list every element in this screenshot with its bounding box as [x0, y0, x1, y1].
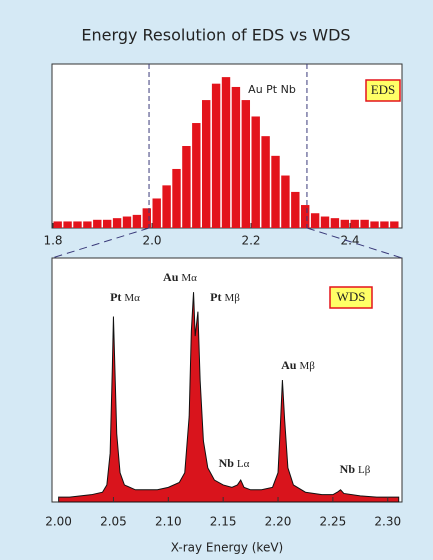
- bar: [73, 221, 82, 228]
- x-tick-label: 2.30: [374, 515, 401, 529]
- element: Au: [163, 270, 179, 284]
- bar: [162, 185, 171, 228]
- element: Pt: [210, 290, 221, 304]
- bar: [281, 175, 290, 228]
- bar: [102, 219, 112, 228]
- bar: [380, 221, 389, 228]
- annotation: Au Pt Nb: [248, 83, 296, 96]
- line: Mα: [124, 292, 140, 304]
- line: Mβ: [299, 360, 315, 372]
- element: Pt: [110, 290, 121, 304]
- peak-label: Au Mα: [163, 270, 197, 284]
- box-label-bg: [365, 79, 401, 102]
- bar: [211, 83, 221, 229]
- chart-title: Energy Resolution of EDS vs WDS: [81, 26, 350, 45]
- peak-label: Au Mβ: [281, 358, 315, 372]
- bar: [112, 218, 122, 228]
- line: Mα: [181, 272, 197, 284]
- element: Au: [281, 358, 297, 372]
- box-label-bg: [329, 286, 373, 309]
- zoom-connector: [306, 227, 403, 259]
- x-tick-label: 2.20: [265, 515, 292, 529]
- bar: [142, 208, 151, 228]
- bar: [132, 214, 142, 228]
- bar: [301, 205, 310, 228]
- box-label: EDS: [371, 82, 396, 97]
- x-tick-label: 2.10: [155, 515, 182, 529]
- bar: [221, 77, 231, 229]
- bar: [320, 216, 330, 228]
- bar: [271, 155, 280, 228]
- bar: [340, 219, 350, 228]
- bar: [172, 168, 181, 228]
- bar: [152, 198, 161, 228]
- bar: [310, 213, 320, 228]
- peak-label: Pt Mβ: [210, 290, 240, 304]
- bar: [83, 221, 92, 228]
- bar: [53, 221, 62, 228]
- x-tick-label: 2.25: [320, 515, 347, 529]
- bar: [390, 221, 399, 228]
- box-label: WDS: [337, 289, 366, 304]
- zoom-connector: [51, 227, 150, 259]
- x-tick-label: 2.4: [340, 234, 359, 248]
- peak-label: Pt Mα: [110, 290, 140, 304]
- x-tick-label: 2.15: [210, 515, 237, 529]
- line: Lα: [237, 458, 250, 470]
- element: Nb: [340, 462, 356, 476]
- bar: [251, 116, 260, 228]
- bar: [330, 218, 340, 228]
- x-tick-label: 2.0: [142, 234, 161, 248]
- x-tick-label: 2.05: [100, 515, 127, 529]
- bar: [231, 86, 241, 229]
- bar: [241, 100, 251, 228]
- line: Lβ: [358, 464, 371, 476]
- bar: [122, 216, 132, 228]
- element: Nb: [219, 456, 235, 470]
- x-axis-label: X-ray Energy (keV): [171, 541, 283, 555]
- bar: [370, 221, 379, 228]
- bar: [63, 221, 72, 228]
- spectrum-area: [58, 292, 400, 503]
- bar: [182, 146, 191, 228]
- bar: [192, 123, 201, 228]
- line: Mβ: [224, 292, 240, 304]
- bar: [350, 219, 359, 228]
- bar: [261, 136, 270, 228]
- peak-label: Nb Lα: [219, 456, 250, 470]
- x-tick-label: 2.2: [241, 234, 260, 248]
- peak-label: Nb Lβ: [340, 462, 371, 476]
- x-tick-label: 2.00: [45, 515, 72, 529]
- bar: [360, 219, 369, 228]
- bar: [93, 219, 102, 228]
- bar: [202, 100, 211, 228]
- bar: [291, 191, 300, 228]
- x-tick-label: 1.8: [43, 234, 62, 248]
